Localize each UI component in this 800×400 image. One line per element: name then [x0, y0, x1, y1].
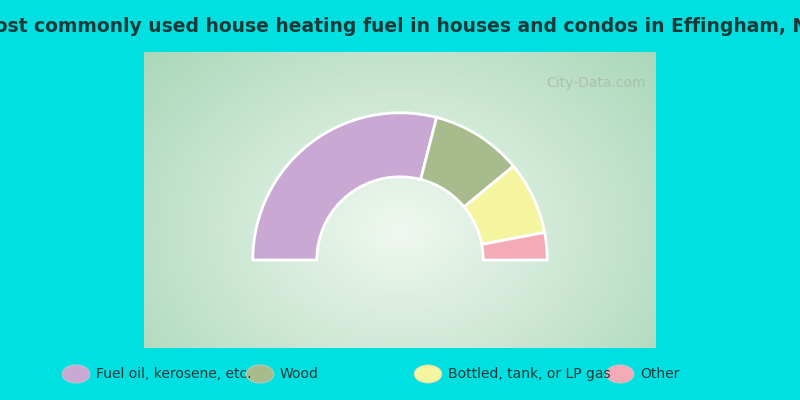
Wedge shape — [421, 118, 514, 207]
Text: City-Data.com: City-Data.com — [546, 76, 646, 90]
Wedge shape — [464, 166, 545, 244]
Text: Fuel oil, kerosene, etc.: Fuel oil, kerosene, etc. — [96, 367, 251, 381]
Text: Bottled, tank, or LP gas: Bottled, tank, or LP gas — [448, 367, 610, 381]
Ellipse shape — [606, 365, 634, 383]
Text: Wood: Wood — [280, 367, 319, 381]
Ellipse shape — [62, 365, 90, 383]
Text: Most commonly used house heating fuel in houses and condos in Effingham, NH: Most commonly used house heating fuel in… — [0, 16, 800, 36]
Text: Other: Other — [640, 367, 679, 381]
Ellipse shape — [414, 365, 442, 383]
Wedge shape — [482, 232, 547, 260]
Ellipse shape — [246, 365, 274, 383]
Wedge shape — [253, 113, 437, 260]
